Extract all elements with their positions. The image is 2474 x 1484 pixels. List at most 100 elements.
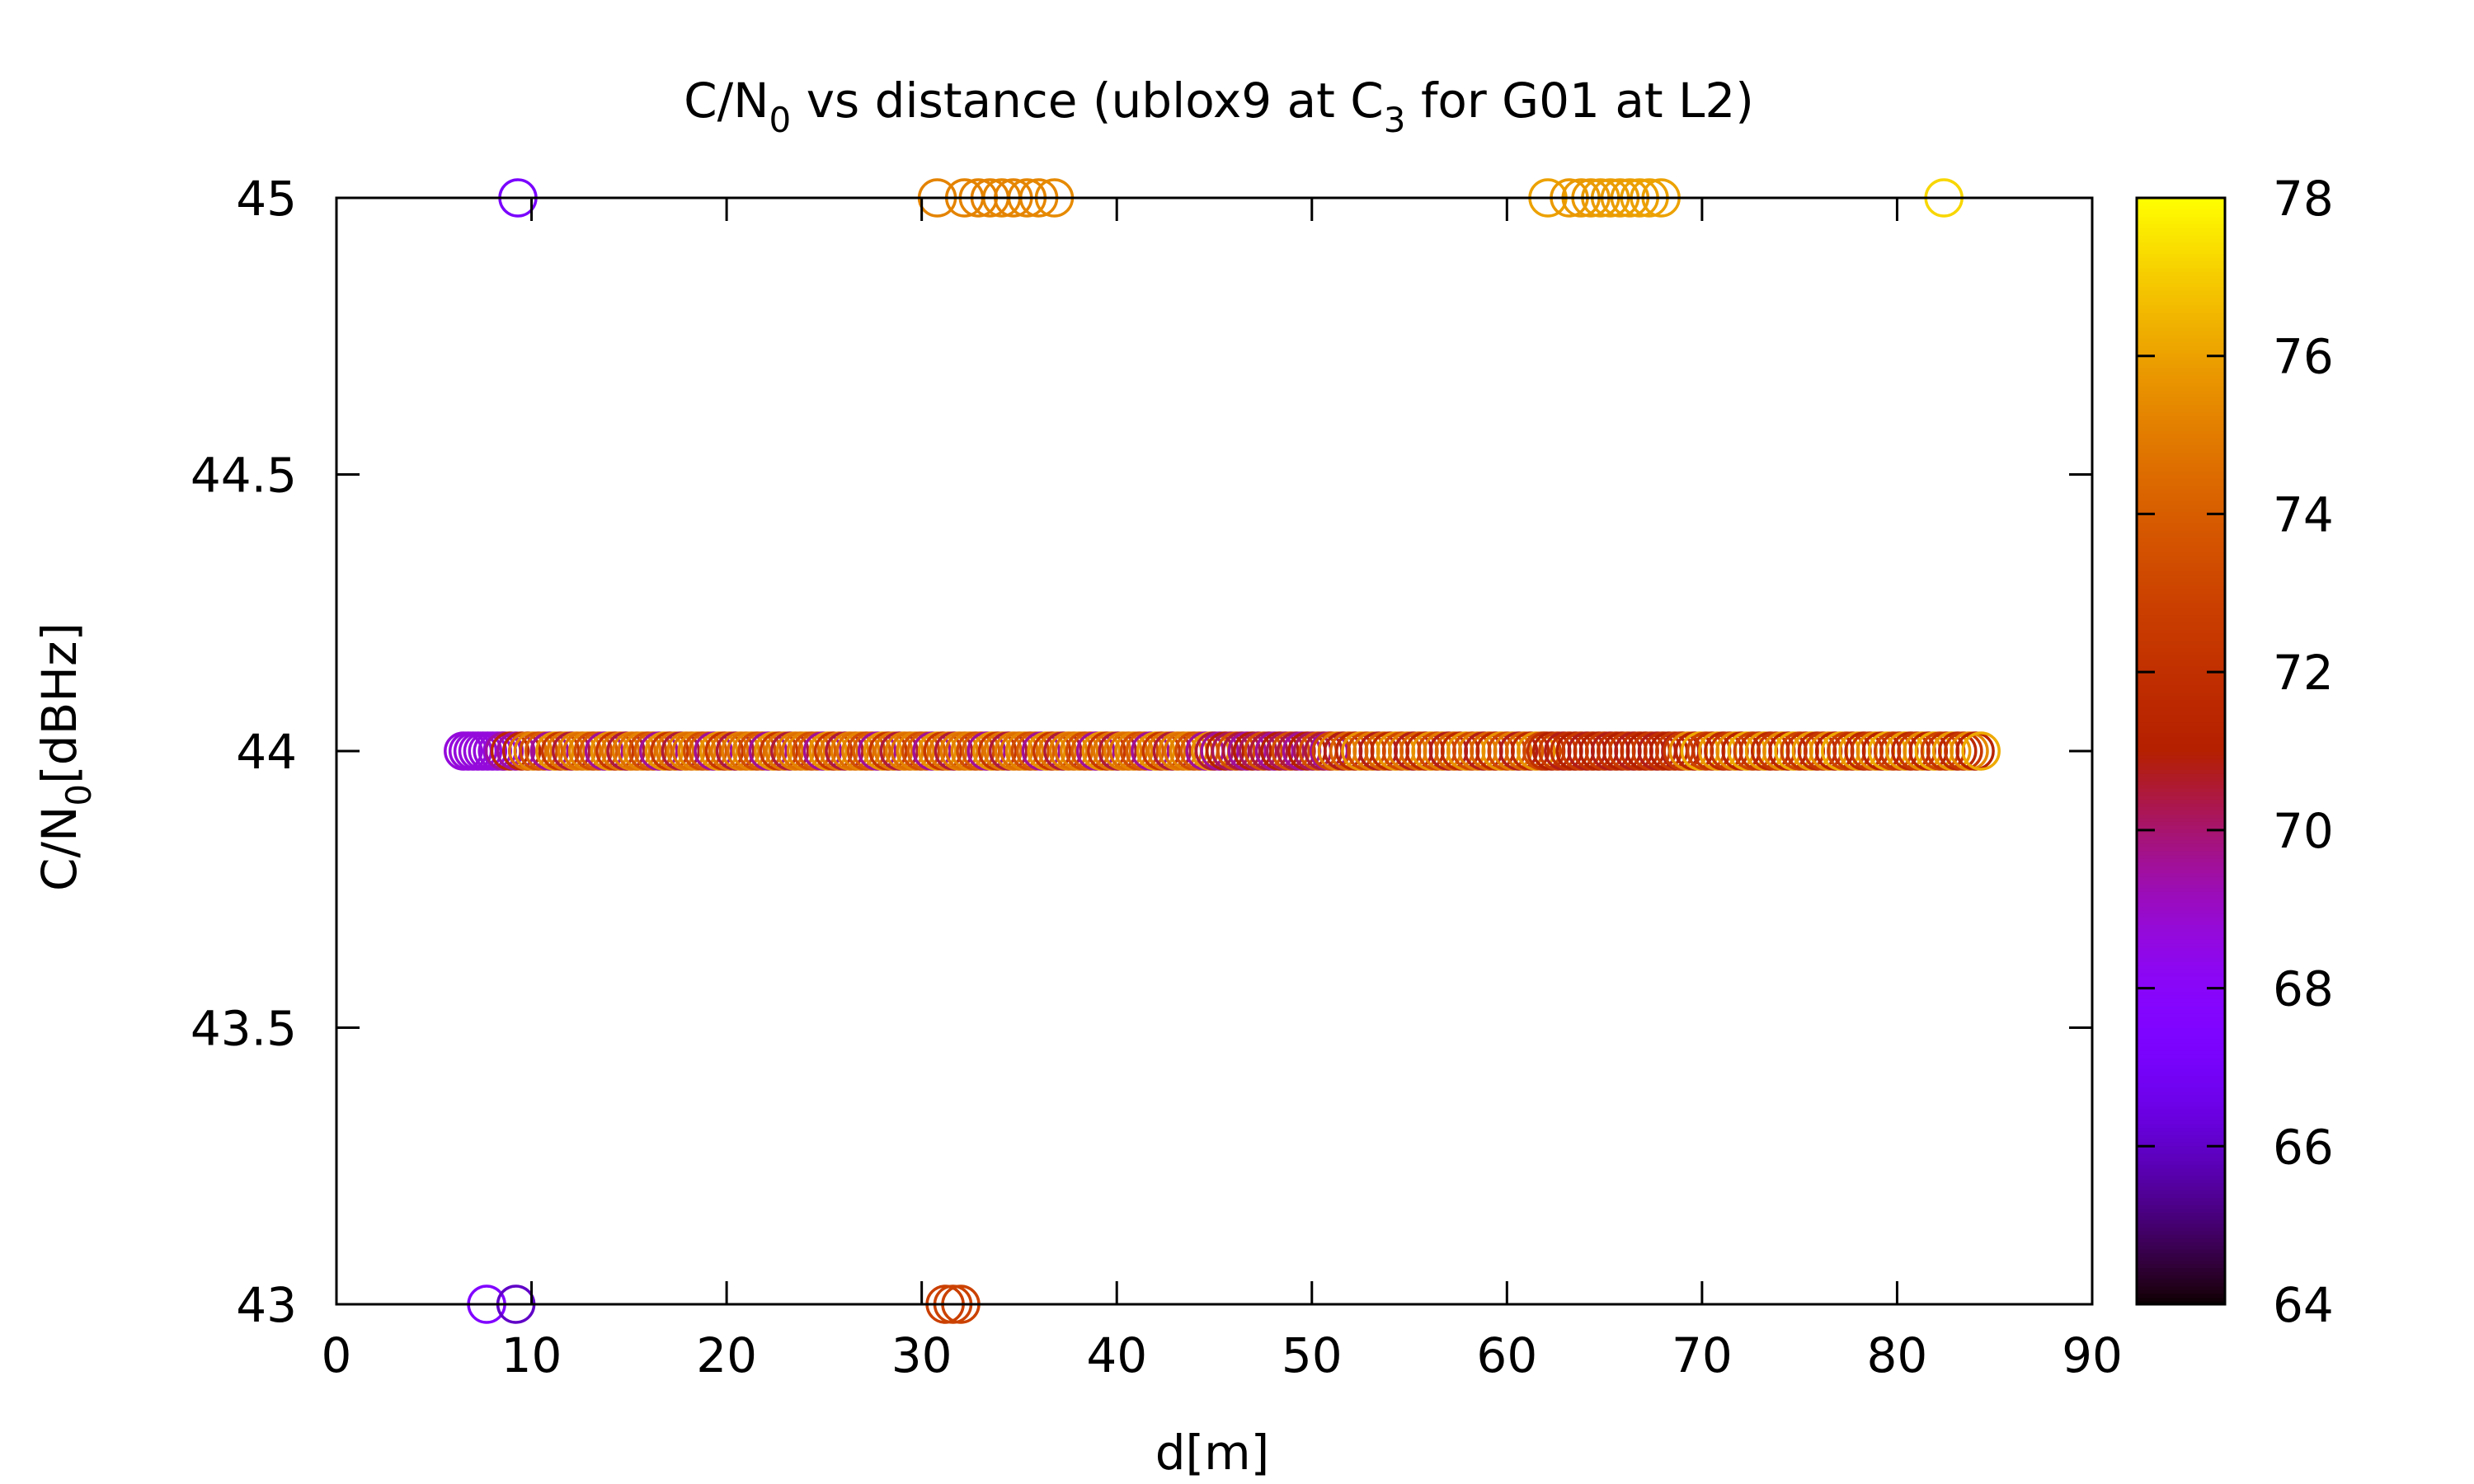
colorbar-band bbox=[2137, 835, 2225, 841]
colorbar-band bbox=[2137, 407, 2225, 413]
colorbar-band bbox=[2137, 212, 2225, 218]
colorbar-band bbox=[2137, 544, 2225, 549]
x-tick-label: 30 bbox=[891, 1327, 952, 1383]
colorbar-band bbox=[2137, 559, 2225, 564]
colorbar-band bbox=[2137, 411, 2225, 416]
colorbar-band bbox=[2137, 677, 2225, 682]
colorbar-band bbox=[2137, 1072, 2225, 1077]
colorbar-band bbox=[2137, 688, 2225, 693]
colorbar-band bbox=[2137, 1094, 2225, 1099]
colorbar-band bbox=[2137, 275, 2225, 280]
colorbar-band bbox=[2137, 1108, 2225, 1114]
colorbar-band bbox=[2137, 253, 2225, 258]
colorbar-band bbox=[2137, 437, 2225, 443]
colorbar-band bbox=[2137, 382, 2225, 387]
colorbar-band bbox=[2137, 603, 2225, 608]
colorbar-band bbox=[2137, 890, 2225, 896]
colorbar-band bbox=[2137, 1123, 2225, 1129]
colorbar-band bbox=[2137, 618, 2225, 623]
colorbar-band bbox=[2137, 231, 2225, 236]
colorbar-band bbox=[2137, 994, 2225, 999]
colorbar-band bbox=[2137, 1020, 2225, 1025]
colorbar-band bbox=[2137, 917, 2225, 922]
colorbar-band bbox=[2137, 895, 2225, 899]
colorbar-band bbox=[2137, 352, 2225, 358]
colorbar-band bbox=[2137, 1200, 2225, 1206]
colorbar-band bbox=[2137, 632, 2225, 638]
colorbar-band bbox=[2137, 1285, 2225, 1290]
colorbar-band bbox=[2137, 526, 2225, 531]
colorbar-band bbox=[2137, 1248, 2225, 1254]
x-tick-label: 60 bbox=[1476, 1327, 1537, 1383]
colorbar-band bbox=[2137, 434, 2225, 439]
colorbar-band bbox=[2137, 1134, 2225, 1139]
x-axis-title: d[m] bbox=[1155, 1425, 1270, 1481]
colorbar-band bbox=[2137, 806, 2225, 811]
colorbar-tick-label: 70 bbox=[2273, 803, 2334, 859]
colorbar-band bbox=[2137, 765, 2225, 771]
colorbar-band bbox=[2137, 640, 2225, 646]
colorbar-band bbox=[2137, 301, 2225, 306]
colorbar-band bbox=[2137, 1282, 2225, 1287]
colorbar-band bbox=[2137, 1027, 2225, 1032]
colorbar-band bbox=[2137, 404, 2225, 409]
colorbar-band bbox=[2137, 359, 2225, 365]
colorbar-band bbox=[2137, 659, 2225, 664]
colorbar-band bbox=[2137, 1017, 2225, 1021]
colorbar-band bbox=[2137, 729, 2225, 734]
colorbar-band bbox=[2137, 669, 2225, 674]
colorbar-band bbox=[2137, 1275, 2225, 1280]
colorbar-band bbox=[2137, 614, 2225, 619]
colorbar-band bbox=[2137, 319, 2225, 324]
colorbar-band bbox=[2137, 1297, 2225, 1302]
y-tick-label: 44.5 bbox=[190, 448, 297, 504]
colorbar-band bbox=[2137, 1005, 2225, 1010]
colorbar-band bbox=[2137, 1205, 2225, 1209]
colorbar-band bbox=[2137, 1215, 2225, 1220]
colorbar-band bbox=[2137, 707, 2225, 711]
colorbar-band bbox=[2137, 1127, 2225, 1132]
colorbar-band bbox=[2137, 744, 2225, 749]
colorbar-band bbox=[2137, 1234, 2225, 1239]
colorbar-band bbox=[2137, 426, 2225, 431]
y-tick-label: 43 bbox=[236, 1277, 297, 1333]
colorbar-band bbox=[2137, 393, 2225, 398]
colorbar-band bbox=[2137, 1060, 2225, 1066]
colorbar-band bbox=[2137, 444, 2225, 449]
colorbar-band bbox=[2137, 721, 2225, 726]
colorbar-band bbox=[2137, 736, 2225, 741]
colorbar-band bbox=[2137, 909, 2225, 914]
colorbar-band bbox=[2137, 367, 2225, 373]
colorbar-band bbox=[2137, 847, 2225, 852]
colorbar-band bbox=[2137, 857, 2225, 862]
colorbar-band bbox=[2137, 581, 2225, 586]
colorbar-band bbox=[2137, 839, 2225, 844]
colorbar-band bbox=[2137, 389, 2225, 394]
colorbar-band bbox=[2137, 1260, 2225, 1265]
colorbar-band bbox=[2137, 511, 2225, 516]
colorbar-band bbox=[2137, 238, 2225, 243]
colorbar-band bbox=[2137, 1208, 2225, 1213]
colorbar-band bbox=[2137, 441, 2225, 446]
colorbar-band bbox=[2137, 932, 2225, 937]
colorbar-band bbox=[2137, 504, 2225, 509]
colorbar-band bbox=[2137, 334, 2225, 339]
colorbar-band bbox=[2137, 227, 2225, 232]
colorbar-band bbox=[2137, 562, 2225, 568]
colorbar-band bbox=[2137, 1182, 2225, 1187]
colorbar-tick-label: 66 bbox=[2273, 1119, 2334, 1175]
colorbar-band bbox=[2137, 1167, 2225, 1172]
colorbar-band bbox=[2137, 817, 2225, 822]
colorbar-band bbox=[2137, 378, 2225, 383]
colorbar-band bbox=[2137, 828, 2225, 834]
colorbar-band bbox=[2137, 448, 2225, 453]
colorbar-band bbox=[2137, 537, 2225, 542]
colorbar-band bbox=[2137, 570, 2225, 575]
y-axis-ticks: 43 43.5 44 44.5 45 bbox=[190, 171, 2092, 1333]
colorbar-band bbox=[2137, 1035, 2225, 1040]
colorbar-band bbox=[2137, 740, 2225, 744]
colorbar-band bbox=[2137, 596, 2225, 601]
colorbar-band bbox=[2137, 674, 2225, 679]
colorbar-band bbox=[2137, 1057, 2225, 1062]
x-tick-label: 90 bbox=[2062, 1327, 2123, 1383]
